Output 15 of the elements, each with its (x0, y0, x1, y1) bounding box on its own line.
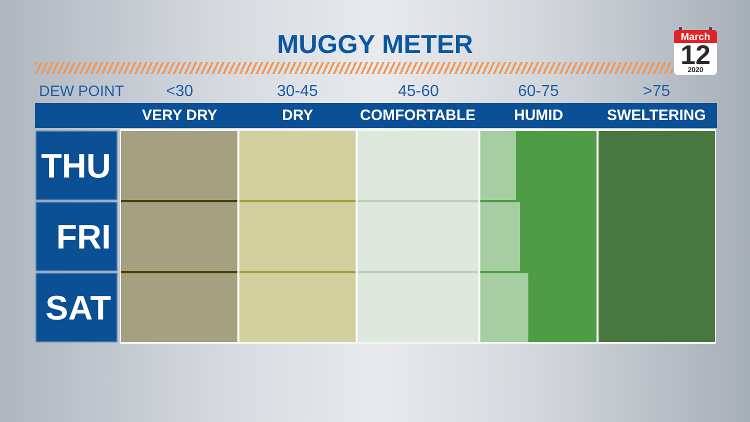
y-tick-label: SAT (46, 289, 112, 328)
band-label: DRY (282, 107, 314, 124)
x-axis-title: DEW POINT (39, 83, 124, 100)
band-label: HUMID (514, 107, 564, 124)
text: 60-75 (518, 83, 560, 100)
text: <30 (166, 83, 194, 100)
band-label: SWELTERING (607, 107, 706, 124)
y-tick-label: FRI (56, 218, 111, 256)
text: >75 (643, 83, 670, 100)
band-label: VERY DRY (142, 107, 218, 124)
text: 30-45 (277, 83, 318, 100)
text: 45-60 (398, 83, 440, 100)
y-tick-label: THU (41, 147, 111, 186)
chart-title: MUGGY METER (277, 29, 474, 60)
band-label: COMFORTABLE (360, 107, 476, 124)
